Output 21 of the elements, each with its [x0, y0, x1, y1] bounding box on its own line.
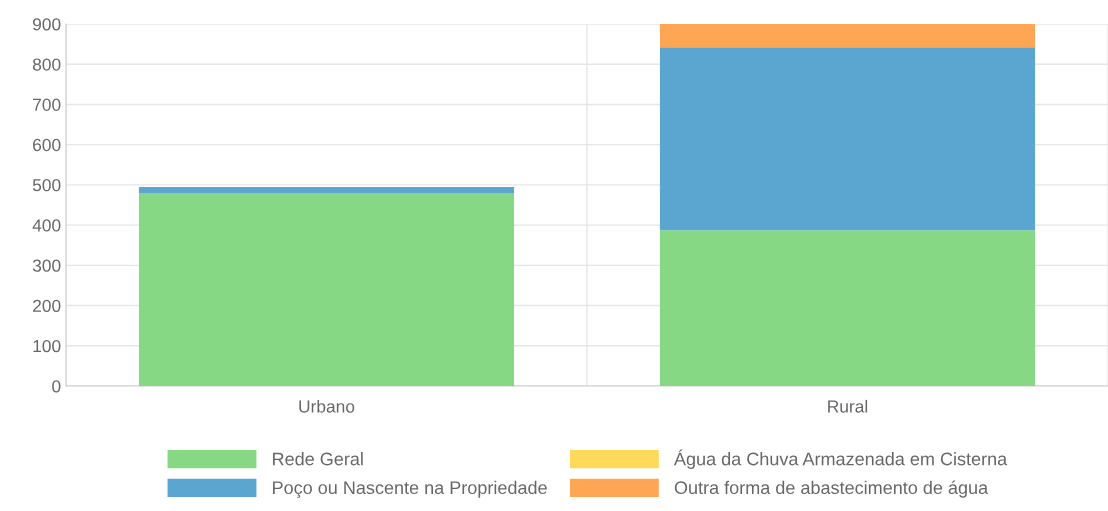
bar [138, 192, 515, 386]
bar [659, 47, 1036, 231]
bar [138, 186, 515, 193]
x-tick-label: Rural [828, 399, 868, 413]
x-tick-label: Urbano [299, 399, 355, 413]
bar [659, 24, 1036, 48]
y-tick-label: 700 [33, 98, 61, 111]
bar [659, 230, 1036, 386]
y-tick-label: 900 [32, 18, 61, 31]
y-tick-label: 400 [32, 219, 61, 232]
legend-label: Outra forma de abastecimento de água [674, 480, 989, 498]
legend-label: Rede Geral [273, 452, 363, 466]
y-tick-label: 100 [33, 339, 61, 353]
y-tick-label: 800 [32, 58, 61, 71]
y-tick-label: 500 [32, 179, 61, 192]
y-tick-label: 300 [32, 259, 61, 272]
y-tick-label: 0 [52, 380, 61, 393]
legend-label: Água da Chuva Armazenada em Cisterna [674, 449, 1008, 469]
legend-label: Poço ou Nascente na Propriedade [273, 480, 547, 498]
y-tick-label: 600 [33, 138, 61, 152]
y-tick-label: 200 [33, 299, 61, 313]
